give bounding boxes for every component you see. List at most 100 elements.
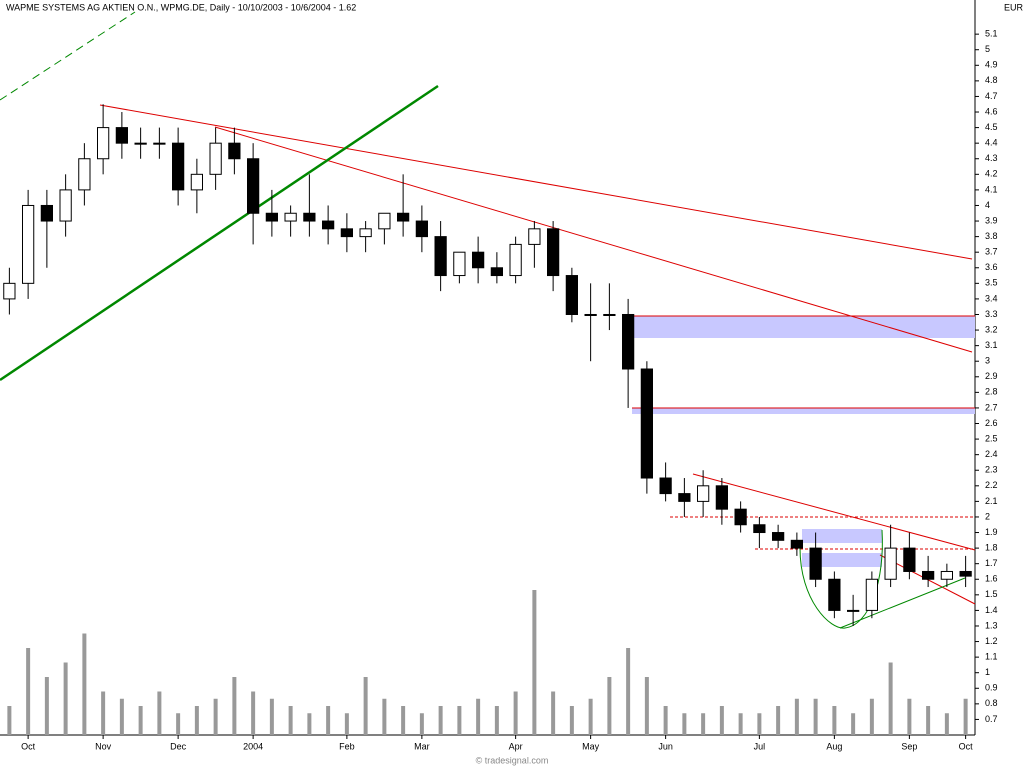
volume-bar [401, 706, 406, 735]
x-tick-label: May [582, 741, 600, 751]
y-tick-label: 2.6 [985, 418, 998, 428]
x-tick-label: Feb [339, 741, 355, 751]
y-tick-label: 0.9 [985, 683, 998, 693]
x-tick-label: Oct [21, 741, 36, 751]
candle-body [190, 173, 203, 191]
y-tick-label: 0.8 [985, 698, 998, 708]
candle-body [509, 243, 522, 277]
y-tick-label: 3.8 [985, 231, 998, 241]
volume-bar [26, 648, 31, 735]
y-tick-label: 1.7 [985, 558, 998, 568]
volume-bar [101, 691, 106, 735]
candle-body [790, 539, 803, 549]
x-tick-label: Jul [754, 741, 766, 751]
candle-body [134, 142, 147, 145]
volume-bar [832, 706, 837, 735]
volume-bar [476, 698, 481, 735]
candle-body [115, 127, 128, 144]
candle-body [453, 251, 466, 277]
x-tick-label: 2004 [243, 741, 263, 751]
candle-body [284, 212, 297, 222]
volume-bar [307, 713, 312, 735]
x-tick-label: Sep [901, 741, 917, 751]
volume-bar [119, 698, 124, 735]
trend-line [692, 473, 976, 551]
candle-body [565, 275, 578, 315]
x-tick-label: Dec [170, 741, 187, 751]
volume-bar [738, 713, 743, 735]
y-tick-label: 2.4 [985, 449, 998, 459]
candle-body [547, 228, 560, 277]
candle-body [940, 570, 953, 580]
y-tick-label: 1.1 [985, 652, 998, 662]
trend-line [214, 126, 973, 353]
volume-bar [457, 706, 462, 735]
y-tick-label: 4.4 [985, 138, 998, 148]
y-tick-label: 0.7 [985, 714, 998, 724]
band [802, 529, 882, 543]
candle-body [603, 313, 616, 316]
y-tick-label: 3.6 [985, 262, 998, 272]
y-tick-label: 5.1 [985, 29, 998, 39]
volume-bar [157, 691, 162, 735]
candle-body [97, 127, 110, 160]
y-tick-label: 4 [985, 200, 990, 210]
y-tick-label: 1.2 [985, 636, 998, 646]
y-tick-label: 4.6 [985, 106, 998, 116]
y-tick-label: 3.2 [985, 324, 998, 334]
candle-body [3, 282, 16, 300]
volume-bar [794, 698, 799, 735]
volume-bar [701, 713, 706, 735]
y-tick-label: 5 [985, 44, 990, 54]
y-tick-label: 2.8 [985, 387, 998, 397]
volume-bar [344, 713, 349, 735]
candle-body [415, 220, 428, 238]
candle-body [828, 578, 841, 611]
volume-bar [326, 706, 331, 735]
candle-body [247, 158, 260, 214]
candle-body [490, 267, 503, 277]
y-tick-label: 3.3 [985, 309, 998, 319]
y-tick-label: 4.1 [985, 184, 998, 194]
y-tick-label: 1.6 [985, 574, 998, 584]
y-tick-label: 1.3 [985, 620, 998, 630]
candle-body [209, 142, 222, 175]
y-tick-label: 3.4 [985, 293, 998, 303]
volume-bar [419, 713, 424, 735]
volume-bar [82, 633, 87, 735]
footer: © tradesignal.com [476, 755, 549, 765]
x-tick-label: Aug [826, 741, 842, 751]
candle-body [659, 477, 672, 495]
support-line [0, 11, 136, 101]
candle-body [78, 158, 91, 191]
volume-bar [213, 698, 218, 735]
y-tick-label: 2.3 [985, 465, 998, 475]
candle-body [397, 212, 410, 222]
volume-bar [907, 698, 912, 735]
volume-bar [532, 590, 537, 735]
y-tick-label: 1.8 [985, 542, 998, 552]
volume-bar [626, 648, 631, 735]
volume-bar [963, 698, 968, 735]
volume-bar [269, 698, 274, 735]
candle-body [228, 142, 241, 160]
x-tick-label: Oct [959, 741, 974, 751]
band [632, 408, 975, 414]
volume-bar [607, 677, 612, 735]
y-tick-label: 2 [985, 511, 990, 521]
volume-bar [176, 713, 181, 735]
candle-body [340, 228, 353, 238]
volume-bar [551, 691, 556, 735]
volume-bar [869, 698, 874, 735]
volume-bar [382, 698, 387, 735]
candle-body [59, 189, 72, 222]
volume-bar [776, 706, 781, 735]
candle-body [584, 313, 597, 316]
volume-bar [813, 698, 818, 735]
candle-body [715, 485, 728, 510]
y-tick-label: 3.7 [985, 247, 998, 257]
volume-bar [494, 706, 499, 735]
y-tick-label: 2.1 [985, 496, 998, 506]
y-tick-label: 3 [985, 356, 990, 366]
